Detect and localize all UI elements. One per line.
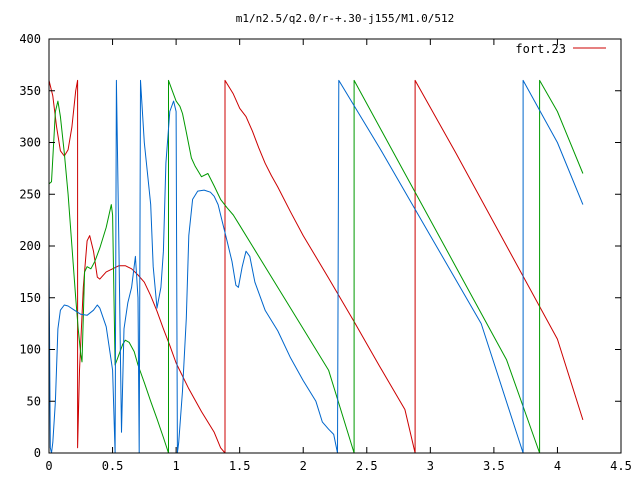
x-tick-label: 1 — [172, 459, 179, 473]
x-tick-label: 1.5 — [229, 459, 251, 473]
series-line-2 — [48, 79, 584, 454]
y-tick-label: 150 — [19, 291, 41, 305]
x-tick-label: 4 — [554, 459, 561, 473]
x-tick-label: 3.5 — [483, 459, 505, 473]
y-tick-label: 50 — [27, 394, 41, 408]
x-tick-label: 2 — [300, 459, 307, 473]
series-line-3 — [48, 79, 584, 454]
x-tick-label: 0.5 — [102, 459, 124, 473]
legend-label: fort.23 — [515, 42, 566, 56]
y-tick-label: 200 — [19, 239, 41, 253]
y-tick-label: 350 — [19, 84, 41, 98]
x-tick-label: 2.5 — [356, 459, 378, 473]
y-tick-label: 300 — [19, 136, 41, 150]
x-tick-label: 0 — [45, 459, 52, 473]
y-tick-label: 250 — [19, 187, 41, 201]
legend: fort.23 — [515, 42, 606, 56]
series-line-1 — [48, 79, 584, 454]
chart-title: m1/n2.5/q2.0/r-+.30-j155/M1.0/512 — [236, 12, 455, 25]
y-tick-label: 0 — [34, 446, 41, 460]
x-tick-label: 3 — [427, 459, 434, 473]
tick-layer: 0 0.5 1 1.5 2 2.5 3 3.5 4 4.5 0 50 100 150 200 250 300 35… — [19, 32, 632, 473]
series-layer — [48, 79, 584, 454]
y-tick-label: 400 — [19, 32, 41, 46]
x-tick-label: 4.5 — [610, 459, 632, 473]
y-tick-label: 100 — [19, 343, 41, 357]
